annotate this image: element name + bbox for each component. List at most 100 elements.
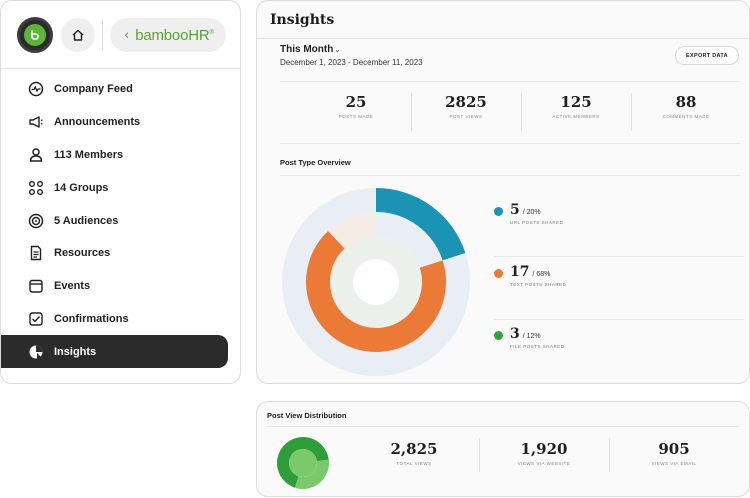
- stat-value: 1,920: [520, 440, 568, 458]
- legend-pct: / 68%: [532, 271, 551, 278]
- sidebar-item-insights[interactable]: Insights: [1, 335, 228, 369]
- sidebar-item-company-feed[interactable]: Company Feed: [1, 73, 242, 106]
- legend-pct: / 12%: [522, 333, 541, 340]
- brand-back-button[interactable]: ‹ bambooHR®: [110, 18, 226, 52]
- sidebar-item-label: 113 Members: [54, 148, 124, 161]
- dist-donut-center: [289, 449, 317, 477]
- legend-dot: [494, 207, 503, 216]
- stat-value: 905: [658, 440, 690, 458]
- checkbox-icon: [27, 310, 45, 328]
- home-icon: [72, 29, 84, 41]
- legend-label: URL POSTS SHARED: [510, 220, 564, 225]
- date-range-text: December 1, 2023 - December 11, 2023: [280, 58, 423, 67]
- sidebar-nav: Company Feed Announcements 113 Members 14 G…: [1, 73, 242, 369]
- calendar-icon: [27, 277, 45, 295]
- distribution-title: Post View Distribution: [267, 411, 347, 420]
- stat-active-members: 125 ACTIVE MEMBERS: [521, 93, 631, 131]
- stat-value: 88: [675, 93, 697, 111]
- legend-divider: [494, 256, 744, 257]
- stat-value: 2,825: [390, 440, 438, 458]
- legend-label: TEXT POSTS SHARED: [510, 282, 567, 287]
- app-logo[interactable]: [17, 17, 53, 53]
- pie-chart-icon: [27, 343, 45, 361]
- stat-label: COMMENTS MADE: [662, 114, 710, 119]
- page-title: Insights: [270, 12, 335, 28]
- stats-divider-top: [280, 81, 740, 82]
- legend-text-posts: 17/ 68% TEXT POSTS SHARED: [494, 263, 566, 287]
- legend-divider: [494, 319, 744, 320]
- date-range-select[interactable]: This Month⌄: [280, 44, 341, 55]
- sidebar: ‹ bambooHR® Company Feed Announcements 113…: [0, 0, 241, 384]
- legend-url-posts: 5/ 20% URL POSTS SHARED: [494, 201, 563, 225]
- legend-dot: [494, 331, 503, 340]
- distribution-donut-chart: [277, 437, 329, 489]
- stat-total-views: 2,825 TOTAL VIEWS: [349, 440, 479, 470]
- export-data-button[interactable]: EXPORT DATA: [675, 46, 739, 65]
- pulse-icon: [27, 80, 45, 98]
- section-divider: [280, 175, 740, 176]
- legend-file-posts: 3/ 12% FILE POSTS SHARED: [494, 325, 565, 349]
- stats-divider-bottom: [280, 143, 740, 144]
- stat-label: TOTAL VIEWS: [396, 461, 432, 466]
- stat-value: 125: [560, 93, 592, 111]
- sidebar-item-14-groups[interactable]: 14 Groups: [1, 171, 242, 204]
- header-divider: [102, 20, 103, 50]
- donut-slice-url-posts-shared: [376, 188, 466, 261]
- stat-post-views: 2825 POST VIEWS: [411, 93, 521, 131]
- distribution-divider: [267, 426, 739, 427]
- stats-row: 25 POSTS MADE 2825 POST VIEWS 125 ACTIVE ME…: [301, 93, 741, 131]
- sidebar-divider: [1, 68, 240, 69]
- groups-icon: [27, 179, 45, 197]
- distribution-stats: 2,825 TOTAL VIEWS 1,920 VIEWS VIA WEBSITE …: [349, 438, 739, 472]
- caret-down-icon: ⌄: [334, 47, 341, 54]
- sidebar-item-confirmations[interactable]: Confirmations: [1, 303, 242, 336]
- donut-slice-text-posts-shared: [306, 230, 446, 352]
- dist-slice-views-via-website: [277, 437, 329, 488]
- stat-comments-made: 88 COMMENTS MADE: [631, 93, 741, 131]
- dist-slice-views-via-email: [294, 459, 329, 489]
- legend-count: 3: [510, 326, 520, 342]
- sidebar-item-resources[interactable]: Resources: [1, 237, 242, 270]
- stat-label: ACTIVE MEMBERS: [552, 114, 600, 119]
- legend-count: 17: [510, 264, 530, 280]
- sidebar-item-label: Announcements: [54, 116, 141, 129]
- chevron-left-icon: ‹: [124, 27, 130, 43]
- donut-center-hole: [353, 259, 399, 305]
- sidebar-item-events[interactable]: Events: [1, 270, 242, 303]
- insights-panel: Insights This Month⌄ December 1, 2023 - …: [256, 0, 750, 384]
- sidebar-item-label: Events: [54, 280, 91, 293]
- sidebar-item-113-members[interactable]: 113 Members: [1, 139, 242, 172]
- donut-slice-file-posts-shared: [328, 212, 376, 249]
- sidebar-item-label: 14 Groups: [54, 181, 109, 194]
- title-divider: [257, 38, 749, 39]
- stat-value: 2825: [445, 93, 487, 111]
- stat-label: VIEWS VIA WEBSITE: [517, 461, 571, 466]
- sidebar-item-label: Company Feed: [54, 83, 133, 96]
- legend-pct: / 20%: [522, 209, 541, 216]
- sidebar-item-label: Confirmations: [54, 312, 129, 325]
- target-icon: [27, 212, 45, 230]
- legend-dot: [494, 269, 503, 278]
- sidebar-item-5-audiences[interactable]: 5 Audiences: [1, 204, 242, 237]
- post-type-donut-chart: [282, 188, 470, 376]
- home-button[interactable]: [61, 18, 95, 52]
- stat-views-website: 1,920 VIEWS VIA WEBSITE: [479, 438, 609, 472]
- sidebar-header: ‹ bambooHR®: [17, 17, 226, 53]
- sidebar-item-announcements[interactable]: Announcements: [1, 106, 242, 139]
- stat-label: POSTS MADE: [338, 114, 374, 119]
- stat-posts-made: 25 POSTS MADE: [301, 93, 411, 131]
- stat-label: POST VIEWS: [449, 114, 483, 119]
- sidebar-item-label: Insights: [54, 345, 97, 358]
- post-view-distribution-panel: Post View Distribution 2,825 TOTAL VIEWS …: [256, 401, 750, 497]
- stat-label: VIEWS VIA EMAIL: [651, 461, 697, 466]
- sidebar-item-label: Resources: [54, 247, 111, 260]
- sidebar-item-label: 5 Audiences: [54, 214, 119, 227]
- stat-views-email: 905 VIEWS VIA EMAIL: [609, 438, 739, 472]
- post-type-title: Post Type Overview: [280, 158, 351, 167]
- stat-value: 25: [345, 93, 367, 111]
- person-icon: [27, 146, 45, 164]
- brand-name: bambooHR®: [135, 26, 214, 44]
- legend-label: FILE POSTS SHARED: [510, 344, 565, 349]
- bamboo-leaf-icon: [24, 24, 46, 46]
- document-icon: [27, 244, 45, 262]
